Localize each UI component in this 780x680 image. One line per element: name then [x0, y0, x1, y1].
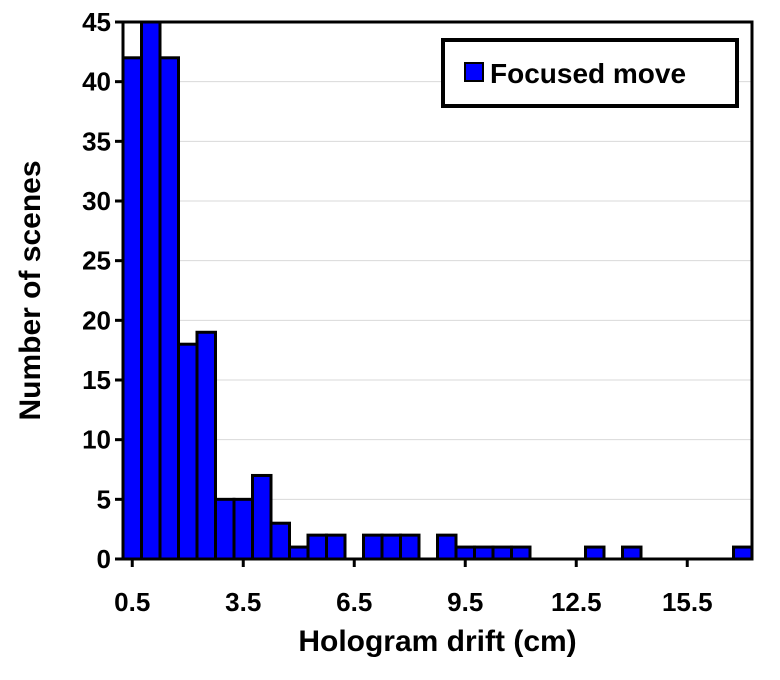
bar — [491, 545, 513, 561]
bar — [158, 56, 180, 561]
x-tick-label: 6.5 — [336, 587, 372, 617]
bar — [214, 497, 236, 561]
bar — [140, 20, 162, 561]
x-tick-label: 0.5 — [114, 587, 150, 617]
x-tick-label: 3.5 — [225, 587, 261, 617]
bar — [454, 545, 476, 561]
x-tick-label: 12.5 — [551, 587, 602, 617]
y-tick-label: 15 — [82, 365, 111, 395]
legend-box — [441, 38, 739, 108]
legend: Focused move — [441, 38, 739, 108]
y-tick-label: 30 — [82, 186, 111, 216]
y-tick-label: 10 — [82, 425, 111, 455]
bar — [195, 330, 217, 561]
y-tick-label: 25 — [82, 246, 111, 276]
y-tick-label: 35 — [82, 126, 111, 156]
bar — [325, 533, 347, 561]
y-tick-label: 5 — [97, 484, 111, 514]
bar — [473, 545, 495, 561]
legend-label: Focused move — [490, 58, 686, 89]
plot-frame — [121, 20, 754, 561]
bar — [510, 545, 532, 561]
bar — [399, 533, 421, 561]
bar — [306, 533, 328, 561]
x-tick-label: 15.5 — [662, 587, 713, 617]
bar — [621, 545, 643, 561]
y-tick-label: 20 — [82, 305, 111, 335]
bar — [380, 533, 402, 561]
y-tick-label: 0 — [97, 544, 111, 574]
bar — [232, 497, 254, 561]
gridlines — [123, 81, 752, 500]
legend-swatch — [464, 62, 484, 82]
x-axis-title: Hologram drift (cm) — [298, 625, 576, 658]
bar — [288, 545, 310, 561]
bar — [584, 545, 606, 561]
bar — [177, 342, 199, 561]
bar — [251, 473, 273, 561]
bar — [436, 533, 458, 561]
y-tick-label: 40 — [82, 67, 111, 97]
bar — [362, 533, 384, 561]
bar — [269, 521, 291, 561]
y-tick-label: 45 — [82, 7, 111, 37]
bar — [732, 545, 754, 561]
bar — [121, 56, 143, 561]
x-axis: 0.5 3.5 6.5 9.5 12.5 15.5 — [114, 559, 713, 617]
y-axis-title: Number of scenes — [14, 160, 47, 420]
x-tick-label: 9.5 — [447, 587, 483, 617]
y-axis: 0 5 10 15 20 25 30 35 40 45 — [82, 7, 123, 574]
